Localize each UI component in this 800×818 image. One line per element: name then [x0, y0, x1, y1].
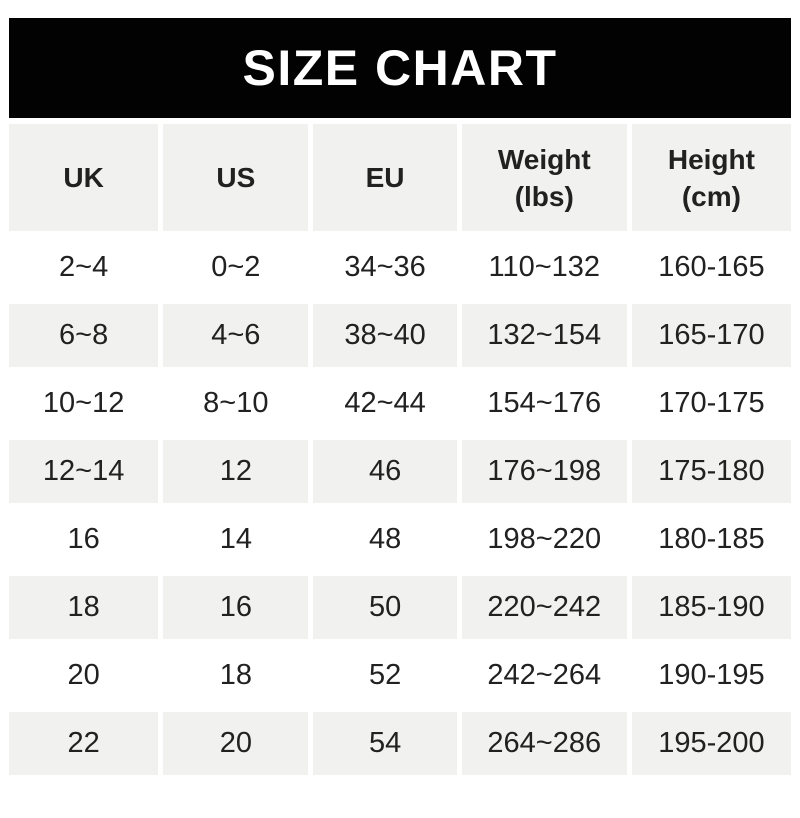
- size-chart-page: SIZE CHART UK US EU Weight (lbs) Height (cm) 2~…: [0, 18, 800, 818]
- table-cell: 198~220: [487, 523, 602, 555]
- table-cell: 18: [219, 659, 252, 691]
- table-cell: 16: [67, 523, 100, 555]
- table-cell: 18: [9, 576, 159, 639]
- table-cell: 170-175: [658, 387, 765, 419]
- table-cell: 195-200: [631, 712, 791, 775]
- table-cell: 46: [313, 440, 457, 503]
- table-cell: 185-190: [631, 576, 791, 639]
- table-cell: 54: [313, 712, 457, 775]
- column-header-height: Height (cm): [631, 124, 791, 231]
- table-cell: 52: [368, 659, 402, 691]
- table-cell: 20: [163, 712, 309, 775]
- column-header-uk: UK: [9, 124, 159, 231]
- table-cell: 160-165: [658, 251, 765, 283]
- column-header-line: EU: [365, 162, 405, 193]
- table-cell: 34~36: [344, 251, 426, 283]
- column-header-line: UK: [63, 162, 104, 193]
- table-cell: 220~242: [461, 576, 627, 639]
- table-cell: 8~10: [203, 387, 269, 419]
- column-header-line: US: [216, 162, 256, 193]
- table-cell: 6~8: [9, 304, 159, 367]
- column-header-line: Height: [667, 143, 755, 175]
- table-cell: 176~198: [461, 440, 627, 503]
- table-cell: 165-170: [631, 304, 791, 367]
- size-table: UK US EU Weight (lbs) Height (cm) 2~4 0~2 34~36 11…: [9, 124, 791, 775]
- column-header-us: US: [163, 124, 309, 231]
- table-cell: 50: [313, 576, 457, 639]
- table-cell: 12~14: [9, 440, 159, 503]
- table-cell: 20: [67, 659, 100, 691]
- table-cell: 0~2: [211, 251, 261, 283]
- table-cell: 42~44: [344, 387, 426, 419]
- table-cell: 180-185: [658, 523, 765, 555]
- table-cell: 14: [219, 523, 252, 555]
- column-header-eu: EU: [313, 124, 457, 231]
- table-cell: 22: [9, 712, 159, 775]
- table-cell: 242~264: [487, 659, 602, 691]
- table-cell: 110~132: [488, 251, 601, 283]
- table-cell: 4~6: [163, 304, 309, 367]
- table-cell: 38~40: [313, 304, 457, 367]
- table-cell: 16: [163, 576, 309, 639]
- table-cell: 190-195: [658, 659, 765, 691]
- column-header-line: (cm): [681, 180, 741, 212]
- column-header-line: (lbs): [514, 180, 574, 212]
- title-banner: SIZE CHART: [9, 18, 791, 118]
- table-cell: 48: [368, 523, 402, 555]
- table-cell: 12: [163, 440, 309, 503]
- page-title: SIZE CHART: [242, 40, 558, 96]
- table-cell: 132~154: [461, 304, 627, 367]
- column-header-weight: Weight (lbs): [461, 124, 627, 231]
- table-cell: 154~176: [487, 387, 602, 419]
- table-cell: 2~4: [59, 251, 109, 283]
- table-cell: 175-180: [631, 440, 791, 503]
- table-cell: 264~286: [461, 712, 627, 775]
- column-header-line: Weight: [497, 143, 591, 175]
- table-cell: 10~12: [42, 387, 125, 419]
